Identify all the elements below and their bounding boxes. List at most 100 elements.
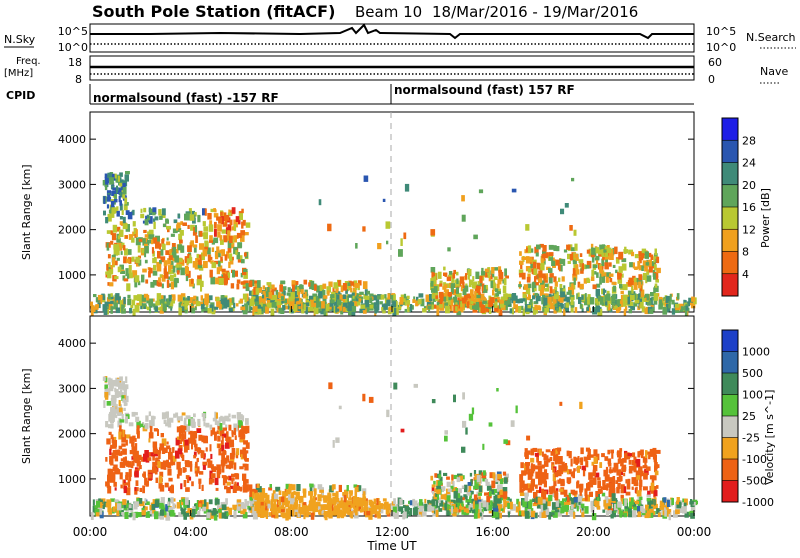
echo-cell xyxy=(221,430,225,434)
echo-cell xyxy=(322,283,327,289)
echo-cell xyxy=(437,480,441,489)
echo-cell xyxy=(118,386,123,390)
echo-cell xyxy=(105,481,109,487)
echo-cell xyxy=(595,491,599,497)
echo-cell xyxy=(456,278,459,284)
echo-cell xyxy=(461,214,466,222)
echo-cell xyxy=(123,479,126,483)
echo-cell xyxy=(262,290,266,299)
echo-cell xyxy=(124,416,128,424)
echo-cell xyxy=(275,486,281,492)
echo-cell xyxy=(172,251,177,258)
echo-cell xyxy=(495,480,499,484)
echo-cell xyxy=(146,294,150,301)
echo-cell xyxy=(556,246,560,252)
echo-cell xyxy=(140,208,143,213)
echo-cell xyxy=(422,308,427,313)
echo-cell xyxy=(634,299,640,304)
echo-cell xyxy=(401,301,407,306)
echo-cell xyxy=(224,415,230,422)
echo-cell xyxy=(231,297,235,304)
y-tick-label: 4000 xyxy=(58,337,86,350)
echo-cell xyxy=(431,399,436,404)
echo-cell xyxy=(107,254,111,259)
echo-cell xyxy=(318,291,323,299)
echo-cell xyxy=(474,291,477,299)
echo-cell xyxy=(187,508,192,513)
echo-cell xyxy=(542,250,547,255)
echo-cell xyxy=(185,424,190,432)
echo-cell xyxy=(363,491,366,495)
echo-cell xyxy=(407,507,410,511)
echo-cell xyxy=(649,475,653,480)
echo-cell xyxy=(153,221,156,230)
echo-cell xyxy=(122,429,125,438)
echo-cell xyxy=(239,213,243,221)
echo-cell xyxy=(545,252,549,258)
nsky-series xyxy=(90,23,694,40)
echo-cell xyxy=(222,303,228,309)
echo-cell xyxy=(649,500,654,505)
echo-cell xyxy=(236,506,241,511)
echo-cell xyxy=(161,243,166,250)
echo-cell xyxy=(216,246,220,253)
echo-cell xyxy=(568,290,573,295)
echo-cell xyxy=(195,258,198,264)
echo-cell xyxy=(282,491,286,499)
echo-cell xyxy=(527,305,532,309)
echo-cell xyxy=(369,304,374,309)
echo-cell xyxy=(384,294,387,299)
echo-cell xyxy=(166,279,170,288)
echo-cell xyxy=(244,458,249,462)
echo-cell xyxy=(480,293,485,301)
echo-cell xyxy=(467,484,472,493)
y-tick-label: 3000 xyxy=(58,178,86,191)
echo-cell xyxy=(222,223,227,227)
echo-cell xyxy=(603,469,608,477)
echo-cell xyxy=(110,200,115,208)
echo-cell xyxy=(642,465,648,469)
echo-cell xyxy=(117,412,122,416)
echo-cell xyxy=(573,497,578,503)
echo-cell xyxy=(151,418,155,427)
echo-cell xyxy=(576,505,579,512)
echo-cell xyxy=(160,295,164,301)
echo-cell xyxy=(102,376,106,381)
echo-cell xyxy=(233,219,238,228)
echo-cell xyxy=(579,303,583,309)
echo-cell xyxy=(318,509,322,515)
echo-cell xyxy=(346,295,349,303)
echo-cell xyxy=(121,414,124,419)
echo-cell xyxy=(137,245,141,253)
echo-cell xyxy=(134,443,138,451)
echo-cell xyxy=(616,477,622,482)
echo-cell xyxy=(613,469,617,473)
echo-cell xyxy=(442,294,445,302)
echo-cell xyxy=(114,455,119,462)
echo-cell xyxy=(160,497,165,505)
echo-cell xyxy=(553,467,556,472)
echo-cell xyxy=(598,253,603,257)
echo-cell xyxy=(120,389,123,398)
echo-cell xyxy=(430,280,434,287)
echo-cell xyxy=(636,475,640,480)
echo-cell xyxy=(201,502,204,508)
echo-cell xyxy=(611,510,616,518)
echo-cell xyxy=(537,295,541,302)
echo-cell xyxy=(544,453,547,460)
echo-cell xyxy=(231,207,236,214)
echo-cell xyxy=(250,506,254,513)
echo-cell xyxy=(265,512,268,519)
echo-cell xyxy=(128,473,132,482)
echo-cell xyxy=(184,213,187,221)
echo-cell xyxy=(362,393,366,402)
echo-cell xyxy=(178,512,183,517)
echo-cell xyxy=(536,262,540,270)
echo-cell xyxy=(121,434,127,443)
echo-cell xyxy=(627,507,632,513)
echo-cell xyxy=(278,500,282,506)
echo-cell xyxy=(143,505,146,510)
echo-cell xyxy=(608,304,611,311)
echo-cell xyxy=(535,282,539,286)
echo-cell xyxy=(633,302,638,307)
